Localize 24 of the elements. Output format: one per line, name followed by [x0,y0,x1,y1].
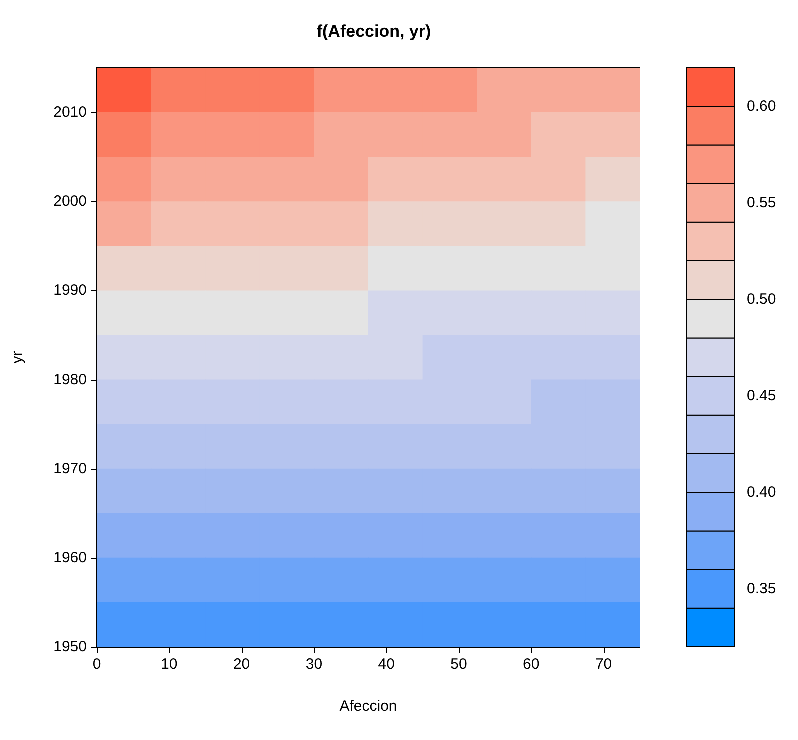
y-tick-label: 1950 [54,638,87,656]
color-bar-label: 0.50 [747,291,776,308]
x-tick-label: 30 [306,656,323,673]
x-tick-label: 20 [233,656,250,673]
y-tick-label: 1990 [54,282,87,300]
x-tick-label: 70 [595,656,612,673]
y-tick-label: 1960 [54,549,87,566]
x-tick-label: 60 [523,656,540,673]
x-axis-title: Afeccion [340,698,398,715]
color-bar-label: 0.60 [747,98,776,116]
x-tick-label: 10 [161,656,178,673]
color-bar-label: 0.45 [747,388,776,405]
x-tick-label: 0 [92,656,102,673]
y-tick-label: 2000 [54,193,87,210]
color-bar-label: 0.40 [747,484,776,502]
x-tick-label: 40 [378,656,395,673]
y-tick-label: 1980 [54,371,87,388]
chart-title: f(Afeccion, yr) [316,22,432,41]
y-tick-label: 2010 [54,104,87,122]
y-tick-label: 1970 [54,460,87,478]
color-bar-label: 0.55 [747,194,776,212]
y-axis-title: yr [9,351,26,364]
color-bar-label: 0.35 [747,580,776,598]
x-tick-label: 50 [450,656,468,673]
